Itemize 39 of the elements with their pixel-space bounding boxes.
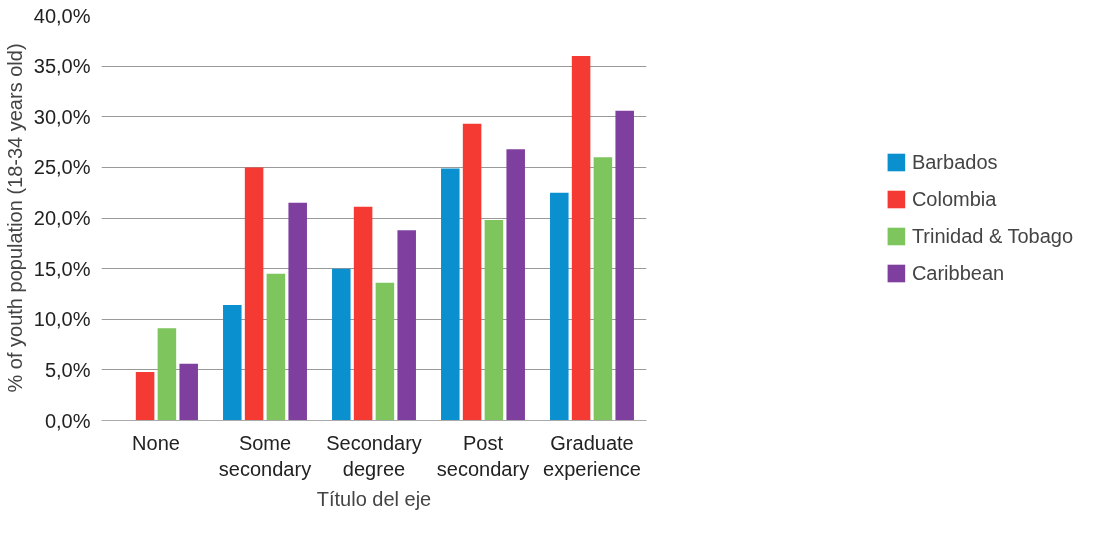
x-tick-label: Some secondary bbox=[218, 431, 312, 480]
legend-label: Colombia bbox=[911, 187, 997, 211]
bar bbox=[615, 110, 634, 421]
bar bbox=[550, 192, 569, 421]
bar bbox=[288, 202, 307, 421]
x-tick-label: Post secondary bbox=[436, 431, 530, 480]
x-axis-title: Título del eje bbox=[316, 487, 432, 510]
bar bbox=[244, 167, 264, 421]
bar bbox=[135, 371, 155, 421]
bar bbox=[506, 149, 525, 421]
bar bbox=[353, 206, 373, 421]
bar bbox=[332, 268, 351, 421]
x-tick-label: Secondary degree bbox=[326, 431, 422, 480]
bar bbox=[441, 168, 460, 421]
y-tick-label: 5,0% bbox=[44, 358, 91, 381]
x-tick-label: None bbox=[132, 431, 180, 454]
bar bbox=[462, 123, 482, 421]
bar bbox=[179, 363, 198, 421]
bar bbox=[375, 282, 395, 421]
bar bbox=[593, 157, 613, 421]
legend-label: Caribbean bbox=[911, 261, 1005, 285]
y-axis-title: % of youth population (18-34 years old) bbox=[3, 43, 26, 393]
y-tick-label: 0,0% bbox=[44, 409, 91, 432]
legend-label: Barbados bbox=[911, 150, 998, 174]
y-tick-label: 30,0% bbox=[33, 105, 91, 128]
y-tick-label: 40,0% bbox=[33, 4, 91, 27]
bar bbox=[266, 273, 286, 421]
bar bbox=[571, 56, 591, 421]
y-tick-label: 10,0% bbox=[33, 308, 91, 331]
bar bbox=[484, 220, 504, 421]
y-tick-label: 35,0% bbox=[33, 55, 91, 78]
legend-label: Trinidad & Tobago bbox=[911, 224, 1074, 248]
y-tick-label: 25,0% bbox=[33, 156, 91, 179]
bar bbox=[397, 230, 416, 421]
x-tick-label: Graduate experience bbox=[543, 431, 641, 480]
y-tick-label: 20,0% bbox=[33, 207, 91, 229]
y-tick-label: 15,0% bbox=[33, 257, 91, 280]
bar bbox=[157, 328, 177, 421]
bar bbox=[223, 305, 242, 421]
